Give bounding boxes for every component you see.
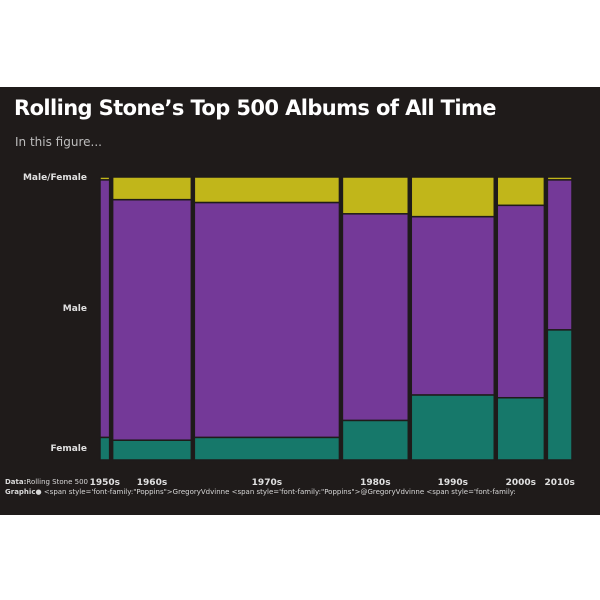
mosaic-chart: 1950s 1960s 1970s 1980s 1990s 2000s 2010s Femal…	[23, 173, 575, 488]
caption-graphic-value: <span style='font-family:"Poppins">Grego…	[43, 488, 516, 496]
mosaic-tile-1990s-male	[410, 215, 496, 396]
mosaic-tile-1990s-female	[410, 394, 496, 461]
caption-graphic-line: Graphic● <span style='font-family:"Poppi…	[5, 487, 516, 497]
x-tick-label: 1960s	[137, 478, 167, 488]
mosaic-tile-1950s-male	[99, 179, 111, 439]
mosaic-tile-1980s-female	[341, 419, 410, 461]
mosaic-tile-1950s-male-female	[99, 176, 111, 181]
mosaic-tile-1960s-male	[111, 198, 193, 441]
chart-title: Rolling Stone’s Top 500 Albums of All Ti…	[14, 96, 497, 120]
x-tick-label: 1990s	[438, 478, 468, 488]
mosaic-tile-1970s-male-female	[193, 176, 341, 204]
mosaic-tile-2000s-male	[496, 204, 546, 399]
mosaic-tile-1950s-female	[99, 436, 111, 461]
caption-data-line: Data:Rolling Stone 500	[5, 477, 516, 487]
mosaic-tile-1970s-female	[193, 436, 341, 461]
caption-data-value: Rolling Stone 500	[26, 478, 88, 486]
mosaic-tile-2000s-male-female	[496, 176, 546, 207]
mosaic-tile-2000s-female	[496, 396, 546, 461]
x-tick-label: 2010s	[544, 478, 574, 488]
mosaic-tile-1980s-male	[341, 213, 410, 422]
chart-subtitle: In this figure...	[15, 135, 102, 149]
mosaic-tile-1980s-male-female	[341, 176, 410, 215]
y-level-label: Male	[63, 304, 87, 314]
x-tick-label: 2000s	[506, 478, 536, 488]
mosaic-tile-1990s-male-female	[410, 176, 496, 218]
x-tick-label: 1980s	[360, 478, 390, 488]
caption-graphic-label: Graphic	[5, 488, 36, 496]
github-icon: ●	[35, 488, 42, 496]
mosaic-tile-2010s-male-female	[546, 176, 573, 181]
x-tick-label: 1970s	[252, 478, 282, 488]
caption-data-label: Data:	[5, 478, 27, 486]
mosaic-tile-2010s-female	[546, 329, 573, 461]
mosaic-tile-1970s-male	[193, 201, 341, 439]
mosaic-tile-1960s-female	[111, 439, 193, 461]
mosaic-tile-1960s-male-female	[111, 176, 193, 201]
x-tick-label: 1950s	[90, 478, 120, 488]
mosaic-tile-2010s-male	[546, 179, 573, 331]
y-level-label: Female	[50, 444, 87, 454]
caption: Data:Rolling Stone 500 Graphic● <span st…	[5, 477, 516, 497]
y-level-label: Male/Female	[23, 173, 87, 183]
chart-panel: Rolling Stone’s Top 500 Albums of All Ti…	[0, 87, 600, 515]
